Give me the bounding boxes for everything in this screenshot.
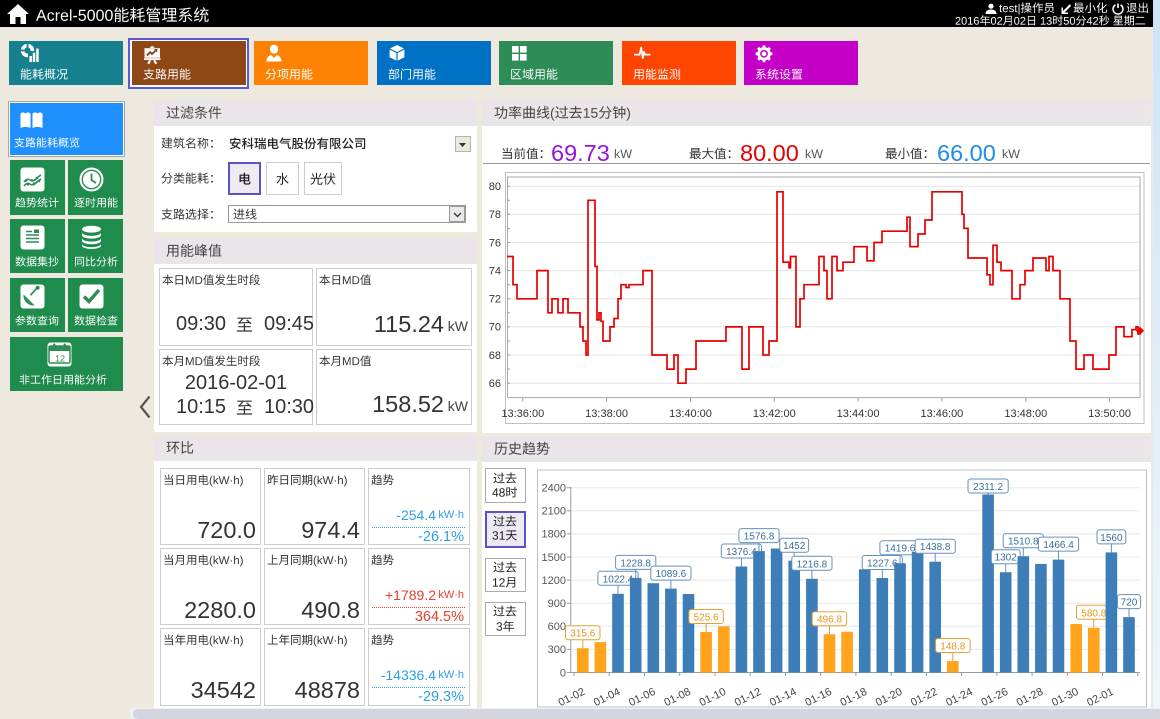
- svg-text:1089.6: 1089.6: [656, 569, 687, 580]
- svg-text:1022.4: 1022.4: [603, 574, 634, 585]
- svg-text:1419.6: 1419.6: [885, 544, 916, 555]
- svg-text:900: 900: [548, 598, 566, 610]
- svg-text:148.8: 148.8: [940, 642, 965, 653]
- svg-text:1800: 1800: [542, 529, 566, 541]
- svg-text:13:48:00: 13:48:00: [1004, 408, 1047, 420]
- svg-text:1438.8: 1438.8: [920, 542, 951, 553]
- svg-text:66: 66: [489, 378, 501, 390]
- svg-text:13:44:00: 13:44:00: [837, 408, 880, 420]
- svg-text:1228.8: 1228.8: [620, 558, 651, 569]
- svg-text:315.6: 315.6: [570, 629, 595, 640]
- svg-text:13:38:00: 13:38:00: [585, 408, 628, 420]
- svg-text:1466.4: 1466.4: [1043, 540, 1074, 551]
- svg-text:2100: 2100: [542, 506, 566, 518]
- svg-text:76: 76: [489, 237, 501, 249]
- svg-text:0: 0: [560, 667, 566, 679]
- svg-text:1510.8: 1510.8: [1008, 537, 1039, 548]
- svg-text:80: 80: [489, 181, 501, 193]
- svg-text:1376.4: 1376.4: [726, 547, 757, 558]
- svg-text:72: 72: [489, 294, 501, 306]
- svg-text:496.8: 496.8: [817, 615, 842, 626]
- svg-text:2311.2: 2311.2: [973, 482, 1003, 493]
- svg-text:1452: 1452: [783, 541, 806, 552]
- svg-text:68: 68: [489, 350, 501, 362]
- svg-text:13:46:00: 13:46:00: [920, 408, 963, 420]
- svg-text:13:36:00: 13:36:00: [501, 408, 544, 420]
- svg-text:580.8: 580.8: [1081, 608, 1106, 619]
- svg-text:1560: 1560: [1100, 533, 1123, 544]
- svg-text:1200: 1200: [542, 575, 566, 587]
- svg-text:13:40:00: 13:40:00: [669, 408, 712, 420]
- svg-text:78: 78: [489, 209, 501, 221]
- svg-text:13:42:00: 13:42:00: [753, 408, 796, 420]
- svg-text:720: 720: [1121, 598, 1138, 609]
- svg-text:74: 74: [489, 265, 501, 277]
- svg-text:1302: 1302: [995, 553, 1018, 564]
- svg-text:300: 300: [548, 644, 566, 656]
- svg-text:2400: 2400: [542, 483, 566, 495]
- svg-text:1216.8: 1216.8: [797, 559, 828, 570]
- svg-text:1576.8: 1576.8: [744, 532, 775, 543]
- svg-text:13:50:00: 13:50:00: [1088, 408, 1131, 420]
- svg-text:525.6: 525.6: [694, 613, 719, 624]
- svg-text:1227.6: 1227.6: [867, 559, 898, 570]
- svg-text:1500: 1500: [542, 552, 566, 564]
- svg-text:600: 600: [548, 621, 566, 633]
- svg-text:70: 70: [489, 322, 501, 334]
